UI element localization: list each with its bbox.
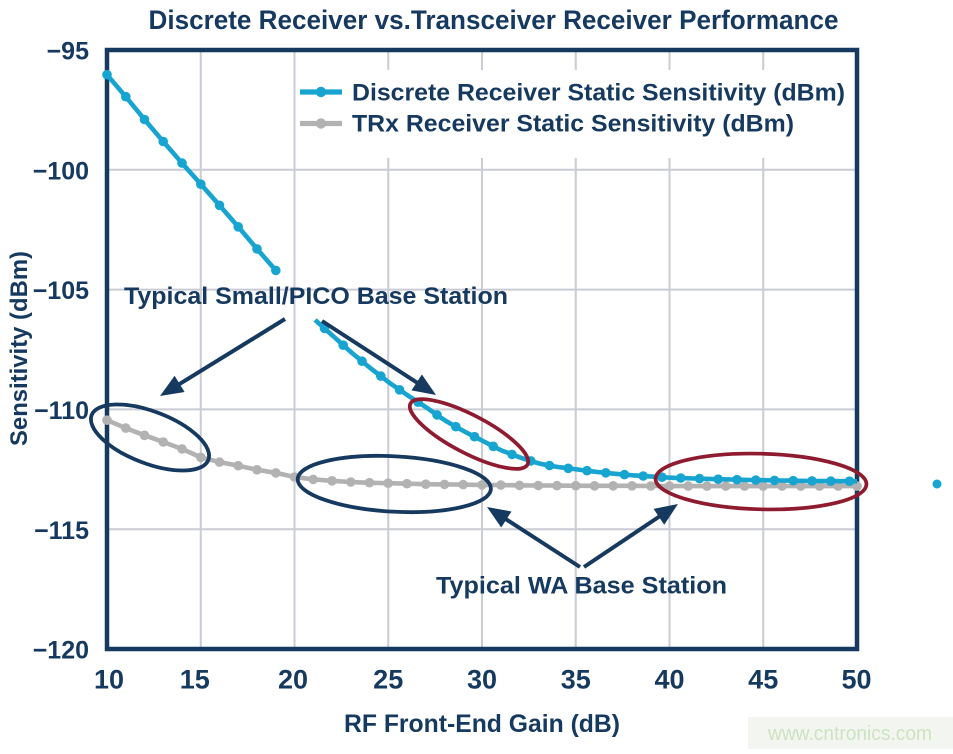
svg-text:−120: −120 xyxy=(33,637,89,665)
svg-text:−95: −95 xyxy=(47,38,90,66)
svg-text:Typical Small/PICO Base Statio: Typical Small/PICO Base Station xyxy=(124,283,508,310)
svg-text:www.cntronics.com: www.cntronics.com xyxy=(767,723,932,745)
svg-text:−105: −105 xyxy=(33,277,89,305)
svg-text:30: 30 xyxy=(467,665,497,695)
svg-text:50: 50 xyxy=(841,665,871,695)
svg-text:40: 40 xyxy=(654,665,684,695)
svg-text:20: 20 xyxy=(278,665,308,695)
svg-text:TRx Receiver Static Sensitivit: TRx Receiver Static Sensitivity (dBm) xyxy=(352,111,794,138)
svg-text:Discrete Receiver vs.Transceiv: Discrete Receiver vs.Transceiver Receive… xyxy=(149,5,839,35)
svg-text:−100: −100 xyxy=(33,157,89,185)
svg-text:10: 10 xyxy=(94,665,124,695)
svg-text:Discrete Receiver Static Sensi: Discrete Receiver Static Sensitivity (dB… xyxy=(352,80,845,107)
svg-text:Typical WA Base Station: Typical WA Base Station xyxy=(436,573,727,600)
svg-text:−115: −115 xyxy=(34,517,89,545)
svg-text:15: 15 xyxy=(180,665,210,695)
svg-text:35: 35 xyxy=(561,665,591,695)
svg-text:−110: −110 xyxy=(34,397,89,425)
svg-text:Sensitivity (dBm): Sensitivity (dBm) xyxy=(6,251,33,446)
svg-text:25: 25 xyxy=(373,665,403,695)
svg-text:RF Front-End Gain (dB): RF Front-End Gain (dB) xyxy=(344,710,620,738)
svg-text:45: 45 xyxy=(748,665,778,695)
